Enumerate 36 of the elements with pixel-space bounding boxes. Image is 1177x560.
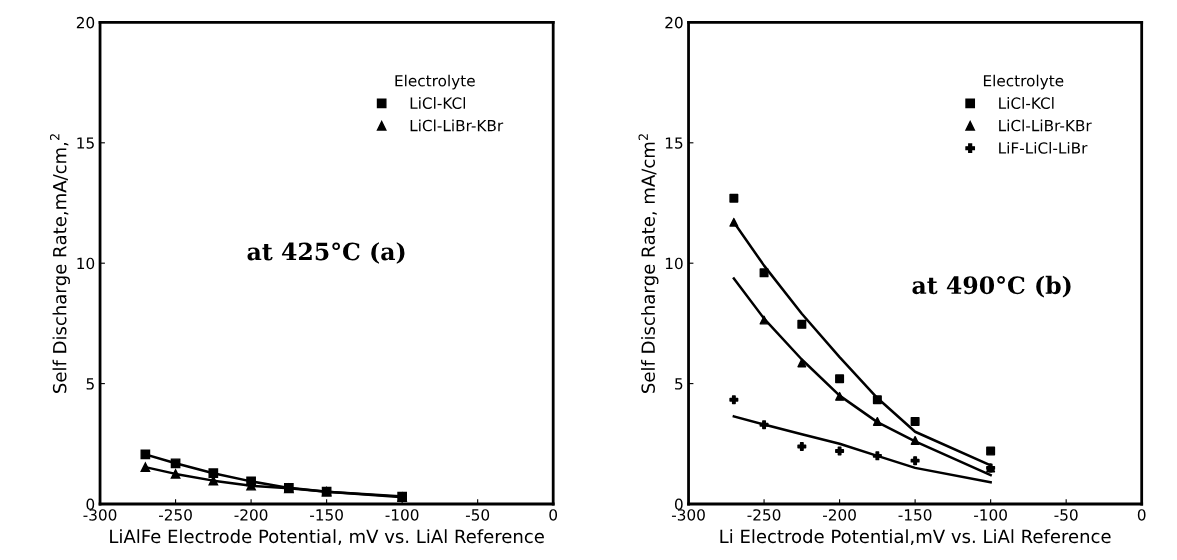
legend-label: LiF-LiCl-LiBr <box>999 141 1088 154</box>
y-axis-title: Self Discharge Rate,mA/cm,$^{2}$ <box>49 134 71 393</box>
x-tick-label: -50 <box>465 509 490 521</box>
y-tick-label: 20 <box>665 16 683 29</box>
legend-label: LiCl-LiBr-KBr <box>410 119 504 132</box>
x-axis-title: LiAlFe Electrode Potential, mV vs. LiAl Reference <box>110 529 544 546</box>
x-tick-label: 0 <box>549 509 558 521</box>
y-axis-title: Self Discharge Rate, mA/cm$^{2}$ <box>638 134 659 393</box>
y-tick-label: 5 <box>86 378 94 390</box>
legend-label: LiCl-KCl <box>999 97 1054 109</box>
x-tick-label: -200 <box>823 509 856 521</box>
x-tick-label: -150 <box>310 509 343 521</box>
x-tick-label: -250 <box>158 509 192 521</box>
x-tick-label: -50 <box>1054 509 1078 521</box>
legend-title: Electrolyte <box>983 74 1064 90</box>
x-tick-label: -100 <box>974 509 1007 521</box>
y-tick-label: 20 <box>76 16 95 29</box>
legend-label: LiCl-LiBr-KBr <box>999 119 1092 132</box>
annotation: at 490°C (b) <box>912 275 1071 298</box>
y-tick-label: 10 <box>665 257 683 270</box>
y-tick-label: 10 <box>77 257 95 270</box>
y-tick-label: 15 <box>665 137 683 149</box>
x-axis-title: Li Electrode Potential,mV vs. LiAl Reference <box>720 529 1111 546</box>
annotation: at 425°C (a) <box>247 242 405 264</box>
x-tick-label: -200 <box>234 509 268 521</box>
y-tick-label: 0 <box>674 498 683 511</box>
y-tick-label: 5 <box>675 378 683 390</box>
x-tick-label: -100 <box>385 509 419 521</box>
x-tick-label: -250 <box>747 509 781 521</box>
legend-title: Electrolyte <box>395 74 475 90</box>
x-tick-label: -300 <box>671 509 705 521</box>
x-tick-label: 0 <box>1137 509 1146 521</box>
legend-label: LiCl-KCl <box>410 97 466 109</box>
x-tick-label: -150 <box>898 509 932 521</box>
x-tick-label: -300 <box>83 509 117 521</box>
y-tick-label: 15 <box>77 137 94 149</box>
